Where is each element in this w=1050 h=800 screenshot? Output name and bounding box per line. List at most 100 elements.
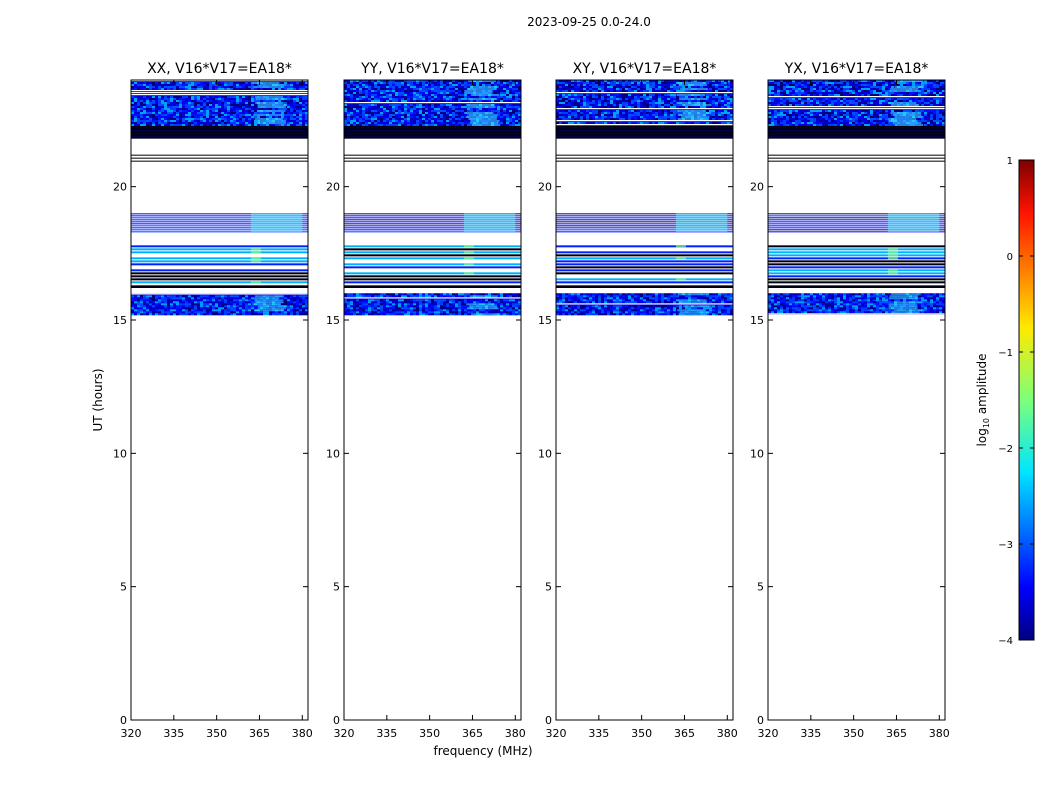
noise-cell <box>613 90 616 92</box>
noise-cell <box>158 88 161 90</box>
band-line <box>344 154 521 156</box>
noise-cell <box>515 106 518 108</box>
noise-cell <box>574 90 577 92</box>
noise-cell <box>515 96 518 98</box>
noise-cell <box>443 311 446 314</box>
noise-cell <box>721 307 724 310</box>
noise-cell <box>425 118 428 120</box>
noise-cell <box>628 297 631 300</box>
noise-cell <box>368 92 371 94</box>
noise-cell <box>724 301 727 304</box>
noise-cell <box>661 98 664 100</box>
noise-cell <box>610 80 613 82</box>
noise-cell <box>461 112 464 114</box>
noise-cell <box>140 295 143 298</box>
noise-cell <box>275 124 278 126</box>
noise-cell <box>353 118 356 120</box>
noise-cell <box>503 311 506 314</box>
band-line <box>131 157 308 159</box>
noise-cell <box>383 114 386 116</box>
noise-cell <box>254 112 257 114</box>
noise-cell <box>440 124 443 126</box>
noise-cell <box>236 82 239 84</box>
noise-cell <box>703 295 706 298</box>
noise-cell <box>449 108 452 110</box>
noise-cell <box>407 100 410 102</box>
noise-cell <box>443 88 446 90</box>
noise-cell <box>215 108 218 110</box>
noise-cell <box>131 118 134 120</box>
noise-cell <box>622 86 625 88</box>
noise-cell <box>661 309 664 312</box>
noise-cell <box>149 303 152 306</box>
noise-cell <box>416 122 419 124</box>
noise-cell <box>592 297 595 300</box>
noise-cell <box>302 110 305 112</box>
noise-cell <box>344 313 347 316</box>
noise-cell <box>221 305 224 308</box>
noise-cell <box>485 311 488 314</box>
noise-cell <box>359 122 362 124</box>
noise-cell <box>248 114 251 116</box>
noise-cell <box>368 96 371 98</box>
noise-cell <box>203 96 206 98</box>
noise-cell <box>718 301 721 304</box>
noise-cell <box>559 80 562 82</box>
noise-cell <box>188 122 191 124</box>
noise-cell <box>488 301 491 304</box>
noise-cell <box>290 104 293 106</box>
noise-cell <box>227 124 230 126</box>
noise-cell <box>134 88 137 90</box>
noise-cell <box>497 96 500 98</box>
noise-cell <box>434 106 437 108</box>
noise-cell <box>422 122 425 124</box>
noise-cell <box>709 84 712 86</box>
noise-cell <box>730 96 733 98</box>
noise-cell <box>218 124 221 126</box>
noise-cell <box>437 307 440 310</box>
noise-cell <box>601 90 604 92</box>
noise-cell <box>263 116 266 118</box>
stripe <box>556 254 733 257</box>
noise-cell <box>446 307 449 310</box>
noise-cell <box>386 88 389 90</box>
noise-cell <box>176 100 179 102</box>
noise-cell <box>589 295 592 298</box>
band-line <box>344 215 521 217</box>
noise-cell <box>206 299 209 302</box>
noise-cell <box>428 299 431 302</box>
noise-cell <box>512 120 515 122</box>
noise-cell <box>365 108 368 110</box>
noise-cell <box>302 112 305 114</box>
noise-cell <box>712 293 715 296</box>
noise-cell <box>562 293 565 296</box>
noise-cell <box>625 82 628 84</box>
noise-cell <box>607 86 610 88</box>
noise-cell <box>727 301 730 304</box>
noise-cell <box>595 299 598 302</box>
noise-cell <box>643 94 646 96</box>
noise-cell <box>242 295 245 298</box>
noise-cell <box>452 88 455 90</box>
noise-cell <box>161 120 164 122</box>
noise-cell <box>152 86 155 88</box>
noise-cell <box>167 98 170 100</box>
noise-cell <box>215 301 218 304</box>
x-tick-label: 350 <box>206 727 227 740</box>
band-line <box>344 227 521 229</box>
noise-cell <box>688 295 691 298</box>
noise-cell <box>449 305 452 308</box>
noise-cell <box>455 88 458 90</box>
noise-cell <box>515 90 518 92</box>
noise-cell <box>221 303 224 306</box>
noise-cell <box>299 307 302 310</box>
noise-cell <box>419 108 422 110</box>
noise-cell <box>179 84 182 86</box>
noise-cell <box>730 80 733 82</box>
noise-cell <box>398 122 401 124</box>
noise-cell <box>131 122 134 124</box>
noise-cell <box>715 82 718 84</box>
band-line <box>131 227 308 229</box>
noise-cell <box>637 307 640 310</box>
noise-cell <box>344 100 347 102</box>
